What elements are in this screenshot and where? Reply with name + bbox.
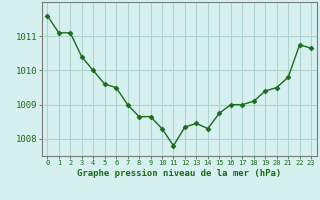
X-axis label: Graphe pression niveau de la mer (hPa): Graphe pression niveau de la mer (hPa) xyxy=(77,169,281,178)
